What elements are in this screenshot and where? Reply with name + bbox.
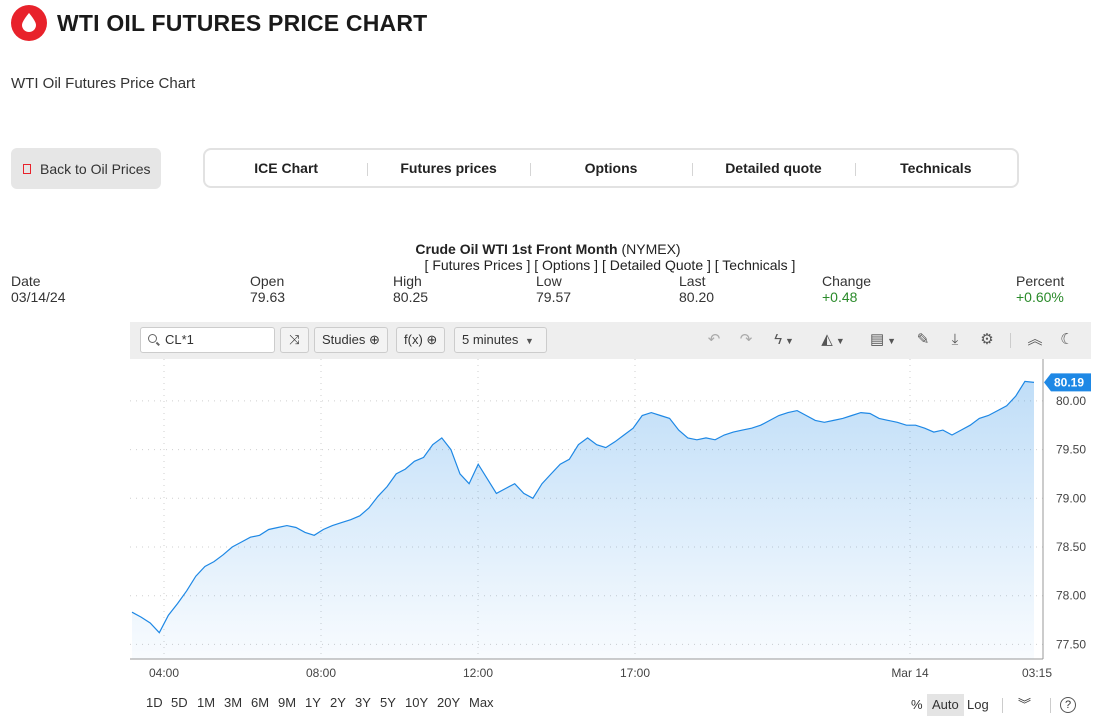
period-max[interactable]: Max: [469, 695, 494, 710]
fx-button[interactable]: f(x) ⊕: [396, 327, 446, 353]
symbol-value: CL*1: [165, 332, 194, 347]
back-icon: [23, 163, 31, 174]
y-tick-label: 79.50: [1056, 443, 1086, 457]
period-20y[interactable]: 20Y: [437, 695, 461, 710]
chart-type-icon[interactable]: ◭ ▼: [821, 331, 845, 348]
studies-button[interactable]: Studies ⊕: [314, 327, 388, 353]
quote-change: Change +0.48: [822, 273, 872, 305]
period-2y[interactable]: 2Y: [330, 695, 346, 710]
price-area-fill: [132, 381, 1034, 659]
x-axis-labels: 04:00 08:00 12:00 17:00 Mar 14 03:15: [149, 666, 1052, 680]
toolbar-divider: [1010, 333, 1011, 348]
last-price-tag: [1044, 373, 1091, 392]
y-tick-label: 78.50: [1056, 540, 1086, 554]
tab-futures-prices[interactable]: Futures prices: [367, 160, 529, 176]
y-tick-label: 78.00: [1056, 589, 1086, 603]
help-icon[interactable]: ?: [1060, 697, 1076, 713]
quote-low: Low 79.57: [536, 273, 572, 305]
quote-open: Open 79.63: [250, 273, 286, 305]
period-1y[interactable]: 1Y: [305, 695, 321, 710]
chart-toolbar: CL*1 ⤨ Studies ⊕ f(x) ⊕ 5 minutes ▼ ↶ ↷ …: [130, 322, 1091, 359]
last-price-label: 80.19: [1054, 375, 1084, 389]
page-title: WTI OIL FUTURES PRICE CHART: [57, 9, 428, 36]
undo-icon[interactable]: ↶: [707, 331, 721, 348]
price-series-line: [131, 380, 1035, 634]
period-1d[interactable]: 1D: [146, 695, 163, 710]
quote-date: Date 03/14/24: [11, 273, 66, 305]
contract-links[interactable]: [ Futures Prices ] [ Options ] [ Detaile…: [424, 257, 796, 273]
period-1m[interactable]: 1M: [197, 695, 216, 710]
oil-drop-logo-icon: [11, 5, 47, 41]
chart-plot-area[interactable]: 77.50 78.00 78.50 79.00 79.50 80.00 04:00 08:0…: [130, 359, 1091, 688]
y-tick-label: 77.50: [1056, 637, 1086, 651]
search-icon: [148, 334, 157, 343]
events-lightning-icon[interactable]: ϟ ▼: [774, 331, 794, 348]
contract-name: Crude Oil WTI 1st Front Month: [415, 241, 618, 257]
period-10y[interactable]: 10Y: [405, 695, 429, 710]
x-tick-label: 04:00: [149, 666, 179, 680]
period-5y[interactable]: 5Y: [380, 695, 396, 710]
x-tick-label: 12:00: [463, 666, 493, 680]
contract-exchange: (NYMEX): [621, 241, 681, 257]
back-to-oil-prices-button[interactable]: Back to Oil Prices: [11, 148, 161, 189]
period-bar: 1D 5D 1M 3M 6M 9M 1Y 2Y 3Y 5Y 10Y 20Y Ma…: [130, 688, 1091, 721]
dark-mode-moon-icon[interactable]: ☾: [1060, 331, 1074, 348]
x-tick-label: 03:15: [1022, 666, 1052, 680]
plus-circle-icon: ⊕: [369, 332, 380, 347]
fx-label: f(x): [404, 332, 423, 347]
symbol-search-input[interactable]: CL*1: [140, 327, 275, 353]
studies-label: Studies: [322, 332, 366, 347]
compare-button[interactable]: ⤨: [280, 327, 309, 353]
quote-high: High 80.25: [393, 273, 429, 305]
back-button-label: Back to Oil Prices: [40, 160, 151, 177]
page-subtitle: WTI Oil Futures Price Chart: [11, 75, 196, 92]
timebar-divider: [1002, 698, 1003, 713]
expand-chevron-icon[interactable]: ︾: [1018, 697, 1032, 712]
y-axis-labels: 77.50 78.00 78.50 79.00 79.50 80.00: [1056, 394, 1086, 652]
period-5d[interactable]: 5D: [171, 695, 188, 710]
period-9m[interactable]: 9M: [278, 695, 297, 710]
period-6m[interactable]: 6M: [251, 695, 270, 710]
last-price-marker: 80.19: [1044, 373, 1091, 392]
timebar-divider: [1050, 698, 1051, 713]
quote-nav: ICE Chart Futures prices Options Detaile…: [203, 148, 1019, 188]
tab-options[interactable]: Options: [529, 160, 692, 176]
tab-detailed-quote[interactable]: Detailed quote: [692, 160, 854, 176]
interval-value: 5 minutes: [462, 332, 519, 347]
quote-last: Last 80.20: [679, 273, 715, 305]
period-3y[interactable]: 3Y: [355, 695, 371, 710]
interval-select[interactable]: 5 minutes ▼: [454, 327, 547, 353]
page-header: WTI OIL FUTURES PRICE CHART: [11, 4, 427, 42]
period-3m[interactable]: 3M: [224, 695, 243, 710]
x-tick-label: Mar 14: [891, 666, 929, 680]
tab-technicals[interactable]: Technicals: [854, 160, 1017, 176]
x-tick-label: 08:00: [306, 666, 336, 680]
download-icon[interactable]: ⤓: [951, 331, 959, 348]
percent-scale-toggle[interactable]: %: [911, 697, 923, 712]
x-tick-label: 17:00: [620, 666, 650, 680]
quote-percent: Percent +0.60%: [1016, 273, 1065, 305]
y-tick-label: 79.00: [1056, 491, 1086, 505]
chevron-down-icon: ▼: [525, 336, 534, 346]
redo-icon[interactable]: ↷: [739, 331, 753, 348]
collapse-chevron-icon[interactable]: ︽: [1027, 331, 1043, 348]
y-tick-label: 80.00: [1056, 394, 1086, 408]
plus-circle-icon: ⊕: [426, 332, 438, 347]
contract-title: Crude Oil WTI 1st Front Month (NYMEX): [0, 241, 1096, 257]
templates-icon[interactable]: ▤ ▼: [869, 331, 897, 348]
tab-ice-chart[interactable]: ICE Chart: [254, 160, 319, 176]
auto-scale-toggle[interactable]: Auto: [927, 694, 964, 716]
price-chart: CL*1 ⤨ Studies ⊕ f(x) ⊕ 5 minutes ▼ ↶ ↷ …: [130, 322, 1091, 721]
log-scale-toggle[interactable]: Log: [967, 697, 989, 712]
draw-pencil-icon[interactable]: ✎: [916, 331, 930, 348]
shuffle-icon: ⤨: [289, 332, 300, 347]
gear-icon[interactable]: ⚙: [980, 331, 994, 348]
